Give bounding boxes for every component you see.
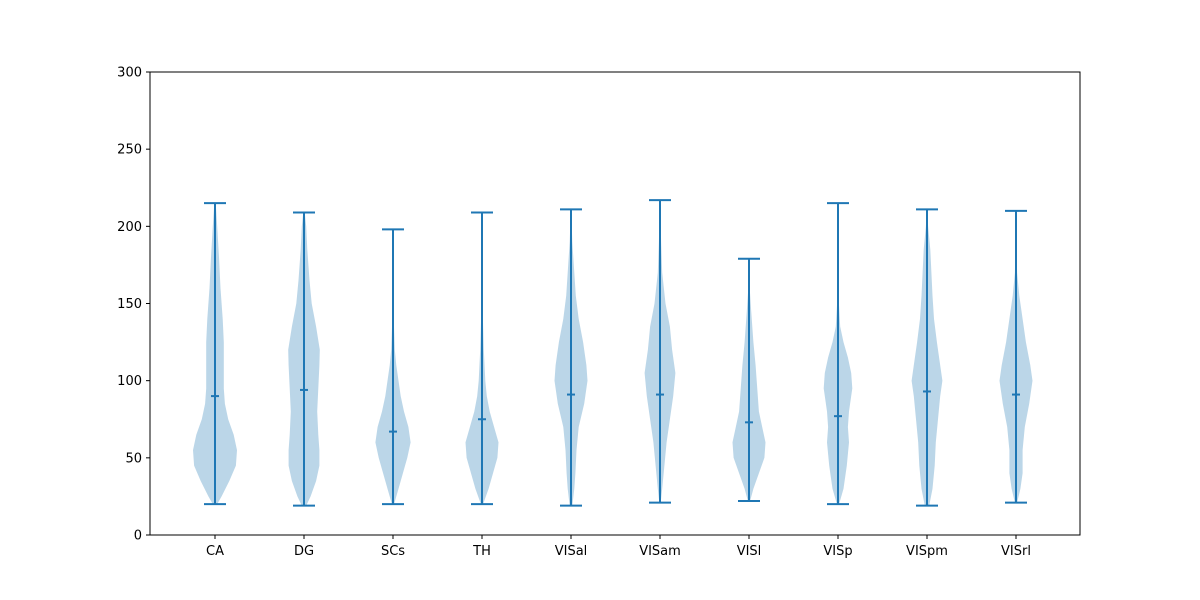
x-tick-label-VISal: VISal [555, 544, 588, 559]
x-tick-label-DG: DG [294, 544, 314, 559]
x-tick-label-TH: TH [472, 544, 491, 559]
y-tick-label-150: 150 [117, 297, 142, 312]
y-tick-label-250: 250 [117, 143, 142, 158]
y-tick-label-200: 200 [117, 220, 142, 235]
x-tick-label-VISl: VISl [737, 544, 762, 559]
y-tick-label-300: 300 [117, 66, 142, 81]
x-tick-label-VISpm: VISpm [906, 544, 948, 559]
x-tick-label-VISp: VISp [823, 544, 852, 559]
x-axis: CA DG SCs TH VISal VISam VISl VISp VISpm VISrl [206, 535, 1031, 559]
y-tick-label-0: 0 [134, 529, 142, 544]
y-tick-label-100: 100 [117, 374, 142, 389]
y-axis: 0 50 100 150 200 250 300 [117, 66, 150, 544]
x-tick-label-SCs: SCs [381, 544, 405, 559]
x-tick-label-VISam: VISam [639, 544, 681, 559]
plot-frame [149, 71, 1081, 536]
y-tick-label-50: 50 [125, 451, 142, 466]
x-tick-label-CA: CA [206, 544, 224, 559]
violins-layer [193, 200, 1033, 506]
violin-stats-layer [204, 199, 1027, 507]
x-tick-label-VISrl: VISrl [1001, 544, 1031, 559]
